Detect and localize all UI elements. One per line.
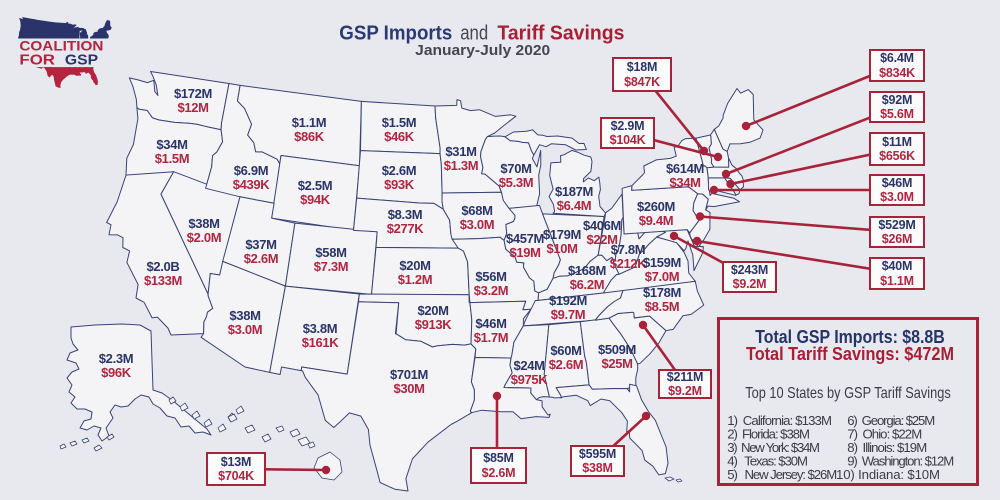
- svg-text:GSP: GSP: [65, 51, 98, 68]
- svg-text:Top 10 States by GSP Tariff Sa: Top 10 States by GSP Tariff Savings: [745, 385, 951, 402]
- svg-text:9) Washington: $12M: 9) Washington: $12M: [847, 453, 954, 468]
- svg-text:2) Florida: $38M: 2) Florida: $38M: [727, 427, 810, 442]
- svg-text:COALITION: COALITION: [19, 38, 103, 53]
- svg-text:FOR: FOR: [19, 51, 55, 68]
- svg-text:Total Tariff Savings: $472M: Total Tariff Savings: $472M: [746, 344, 954, 364]
- svg-text:7) Ohio: $22M: 7) Ohio: $22M: [847, 427, 922, 442]
- svg-text:6) Georgia: $25M: 6) Georgia: $25M: [847, 413, 935, 428]
- svg-text:3) New York: $34M: 3) New York: $34M: [727, 440, 820, 455]
- svg-text:4) Texas: $30M: 4) Texas: $30M: [727, 453, 808, 468]
- svg-text:January-July 2020: January-July 2020: [415, 43, 550, 59]
- svg-text:Tariff Savings: Tariff Savings: [497, 22, 624, 44]
- svg-text:GSP Imports: GSP Imports: [339, 22, 452, 44]
- svg-text:and: and: [460, 22, 488, 44]
- svg-text:1) California: $133M: 1) California: $133M: [727, 413, 832, 428]
- svg-text:10) Indiana: $10M: 10) Indiana: $10M: [836, 467, 940, 482]
- svg-text:8) Illinois: $19M: 8) Illinois: $19M: [847, 440, 927, 455]
- svg-text:5) New Jersey: $26M: 5) New Jersey: $26M: [727, 467, 837, 482]
- svg-text:Total GSP Imports: $8.8B: Total GSP Imports: $8.8B: [755, 327, 945, 347]
